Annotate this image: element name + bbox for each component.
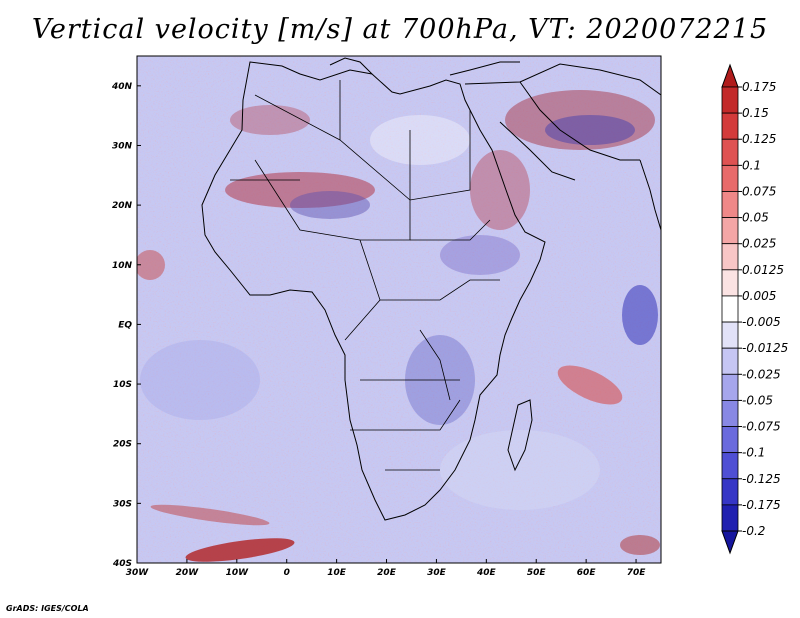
colorbar-label: -0.0125	[742, 341, 788, 355]
lat-tick-label: 10S	[113, 380, 132, 390]
lat-tick-label: 10N	[112, 261, 133, 271]
colorbar-min-arrow	[721, 530, 739, 555]
colorbar-swatch	[721, 164, 739, 192]
lon-tick-label: 20W	[176, 568, 200, 578]
colorbar-swatch	[721, 86, 739, 114]
colorbar-swatch	[721, 400, 739, 427]
colorbar-swatch	[721, 191, 739, 218]
colorbar-label: -0.125	[742, 472, 781, 486]
colorbar-label: -0.025	[742, 367, 781, 381]
velocity-field	[137, 56, 661, 563]
colorbar-label: -0.075	[742, 420, 781, 434]
lon-tick-label: 60E	[577, 568, 597, 578]
lon-tick-label: 40E	[476, 568, 497, 578]
colorbar-swatch	[721, 426, 739, 454]
colorbar-swatch	[721, 217, 739, 245]
colorbar: 0.175 0.15 0.125 0.1 0.075 0.05 0.025 0.0125 0.0…	[721, 63, 788, 555]
lon-tick-label: 0	[284, 568, 290, 578]
lat-tick-label: 20N	[112, 201, 133, 211]
colorbar-label: 0.005	[742, 289, 776, 303]
lon-tick-label: 30E	[427, 568, 447, 578]
colorbar-swatch	[721, 347, 739, 375]
colorbar-label: -0.1	[742, 446, 765, 460]
colorbar-label: 0.15	[742, 106, 769, 120]
colorbar-label: -0.175	[742, 498, 781, 512]
colorbar-max-arrow	[721, 63, 739, 88]
colorbar-swatch	[721, 478, 739, 506]
lon-tick-label: 30W	[126, 568, 150, 578]
lon-tick-label: 20E	[377, 568, 397, 578]
latitude-axis: 40N 30N 20N 10N EQ 10S 20S 30S 40S	[111, 82, 141, 569]
longitude-axis: 30W 20W 10W 0 10E 20E 30E 40E 50E 60E 70E	[126, 559, 646, 578]
colorbar-label: 0.175	[742, 80, 776, 94]
credit-text: GrADS: IGES/COLA	[6, 604, 89, 613]
colorbar-swatch	[721, 373, 739, 401]
colorbar-label: 0.0125	[742, 263, 784, 277]
lon-tick-label: 10E	[327, 568, 347, 578]
lon-tick-label: 70E	[627, 568, 647, 578]
colorbar-swatch	[721, 504, 739, 532]
lon-tick-label: 50E	[527, 568, 547, 578]
lat-tick-label: 40S	[112, 559, 132, 569]
colorbar-label: 0.075	[742, 184, 776, 198]
country-borders	[230, 80, 500, 471]
plot-frame	[136, 55, 662, 564]
colorbar-label: 0.125	[742, 132, 776, 146]
colorbar-label: -0.2	[742, 524, 765, 538]
colorbar-label: 0.1	[742, 158, 761, 172]
colorbar-label: 0.05	[742, 211, 769, 225]
colorbar-label: -0.005	[742, 315, 781, 329]
lon-tick-label: 10W	[226, 568, 250, 578]
colorbar-swatch	[721, 452, 739, 480]
lat-tick-label: EQ	[118, 320, 132, 330]
colorbar-swatch	[721, 138, 739, 166]
lat-tick-label: 30N	[112, 141, 133, 151]
lat-tick-label: 20S	[113, 440, 132, 450]
lat-tick-label: 30S	[113, 499, 132, 509]
colorbar-label: 0.025	[742, 237, 776, 251]
chart-title: Vertical velocity [m/s] at 700hPa, VT: 2…	[31, 14, 769, 45]
coastlines	[201, 57, 661, 521]
colorbar-label: -0.05	[742, 393, 773, 407]
colorbar-swatch	[721, 321, 739, 349]
colorbar-swatch	[721, 269, 739, 297]
colorbar-swatch	[721, 295, 739, 323]
lat-tick-label: 40N	[111, 82, 133, 92]
colorbar-swatch	[721, 243, 739, 271]
colorbar-swatch	[721, 112, 739, 140]
